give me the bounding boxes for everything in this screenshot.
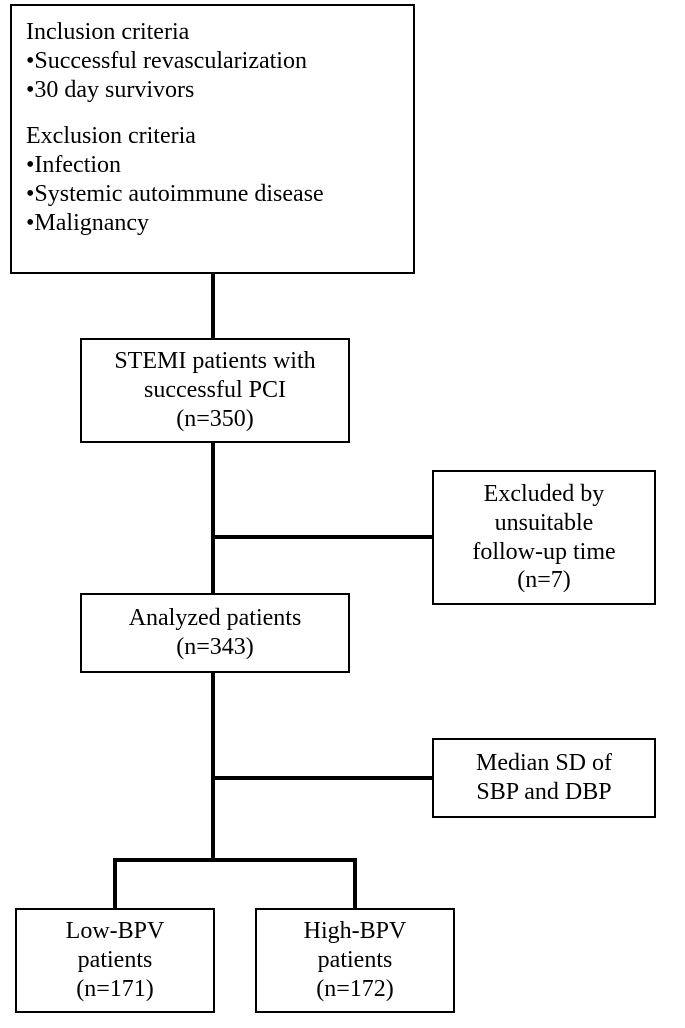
- low-line: (n=171): [76, 975, 154, 1004]
- inclusion-block: Inclusion criteria •Successful revascula…: [26, 18, 307, 104]
- stemi-box: STEMI patients with successful PCI (n=35…: [80, 338, 350, 443]
- median-box: Median SD of SBP and DBP: [432, 738, 656, 818]
- analyzed-line: Analyzed patients: [129, 604, 302, 633]
- stemi-line: (n=350): [176, 405, 254, 434]
- analyzed-box: Analyzed patients (n=343): [80, 593, 350, 673]
- analyzed-line: (n=343): [176, 633, 254, 662]
- excluded-line: follow-up time: [472, 538, 615, 567]
- high-bpv-box: High-BPV patients (n=172): [255, 908, 455, 1013]
- connector: [113, 858, 117, 908]
- inclusion-title: Inclusion criteria: [26, 18, 307, 47]
- high-line: patients: [318, 946, 393, 975]
- exclusion-block: Exclusion criteria •Infection •Systemic …: [26, 122, 324, 237]
- excluded-line: unsuitable: [495, 509, 594, 538]
- connector: [211, 673, 215, 858]
- inclusion-item: •30 day survivors: [26, 76, 307, 105]
- exclusion-item: •Infection: [26, 151, 324, 180]
- flowchart-canvas: Inclusion criteria •Successful revascula…: [0, 0, 685, 1028]
- median-line: Median SD of: [476, 749, 612, 778]
- low-line: patients: [78, 946, 153, 975]
- low-bpv-box: Low-BPV patients (n=171): [15, 908, 215, 1013]
- low-line: Low-BPV: [66, 917, 165, 946]
- exclusion-item: •Malignancy: [26, 209, 324, 238]
- connector: [211, 274, 215, 338]
- stemi-line: STEMI patients with: [114, 347, 315, 376]
- connector: [211, 443, 215, 593]
- median-line: SBP and DBP: [476, 778, 611, 807]
- exclusion-item: •Systemic autoimmune disease: [26, 180, 324, 209]
- stemi-line: successful PCI: [144, 376, 286, 405]
- connector: [113, 858, 357, 862]
- high-line: (n=172): [316, 975, 394, 1004]
- connector: [213, 776, 432, 780]
- inclusion-item: •Successful revascularization: [26, 47, 307, 76]
- connector: [353, 858, 357, 908]
- excluded-box: Excluded by unsuitable follow-up time (n…: [432, 470, 656, 605]
- exclusion-title: Exclusion criteria: [26, 122, 324, 151]
- excluded-line: Excluded by: [484, 480, 605, 509]
- criteria-box: Inclusion criteria •Successful revascula…: [10, 4, 415, 274]
- high-line: High-BPV: [304, 917, 407, 946]
- connector: [213, 535, 432, 539]
- excluded-line: (n=7): [517, 566, 571, 595]
